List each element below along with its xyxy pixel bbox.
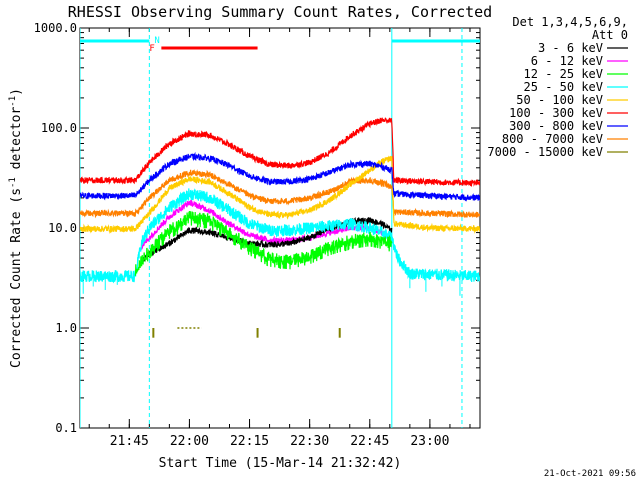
y-tick-label: 10.0: [48, 221, 77, 235]
flag-bars: NF: [80, 36, 480, 54]
footer-timestamp: 21-Oct-2021 09:56: [544, 469, 636, 479]
legend-label-12-25-kev: 12 - 25 keV: [524, 67, 603, 81]
legend-header-detectors: Det 1,3,4,5,6,9,: [512, 15, 628, 29]
series-800-7000-kev-trace: [80, 169, 480, 219]
series-25-50-kev-trace: [80, 188, 480, 284]
series-12-25-kev-trace: [134, 210, 393, 276]
series-50-100-kev-trace: [80, 155, 480, 234]
legend-label-3-6-kev: 3 - 6 keV: [538, 41, 603, 55]
x-tick-label: 22:00: [170, 434, 209, 449]
y-tick-label: 1.0: [55, 321, 77, 335]
series-100-300-kev-trace: [80, 117, 480, 187]
y-axis-label-end: ): [9, 88, 24, 96]
y-axis-label-mid: detector: [9, 107, 24, 178]
x-tick-label: 21:45: [110, 434, 149, 449]
legend-label-7000-15000-kev: 7000 - 15000 keV: [487, 145, 603, 159]
series-6-12-kev-trace: [140, 199, 393, 251]
legend-header-attenuator: Att 0: [592, 28, 628, 42]
legend-label-25-50-kev: 25 - 50 keV: [524, 80, 603, 94]
x-tick-label: 23:00: [410, 434, 449, 449]
x-tick-label: 22:30: [290, 434, 329, 449]
legend-label-800-7000-kev: 800 - 7000 keV: [502, 132, 603, 146]
series-300-800-kev-trace: [80, 151, 480, 202]
y-axis-label-main: Corrected Count Rate (s: [9, 188, 24, 368]
flare-flag-label: F: [149, 44, 154, 54]
night-flag-label: N: [154, 36, 159, 46]
plot-clip-group: [80, 28, 480, 428]
legend-label-300-800-kev: 300 - 800 keV: [509, 119, 603, 133]
y-tick-label: 0.1: [55, 421, 77, 435]
x-axis-label: Start Time (15-Mar-14 21:32:42): [159, 456, 402, 471]
y-axis-label-sup2: -1: [8, 96, 18, 107]
legend-label-50-100-kev: 50 - 100 keV: [516, 93, 603, 107]
y-tick-label: 1000.0: [34, 21, 77, 35]
legend-label-100-300-kev: 100 - 300 keV: [509, 106, 603, 120]
plot-area: [80, 28, 480, 428]
x-tick-label: 22:15: [230, 434, 269, 449]
y-axis-label: Corrected Count Rate (s-1 detector-1): [8, 88, 24, 368]
x-axis: 21:45 22:00 22:15 22:30 22:45 23:00: [88, 28, 471, 449]
x-tick-label: 22:45: [350, 434, 389, 449]
y-axis-label-sup1: -1: [8, 177, 18, 188]
legend-label-6-12-kev: 6 - 12 keV: [531, 54, 603, 68]
y-tick-label: 100.0: [41, 121, 77, 135]
chart-title: RHESSI Observing Summary Count Rates, Co…: [68, 3, 492, 21]
